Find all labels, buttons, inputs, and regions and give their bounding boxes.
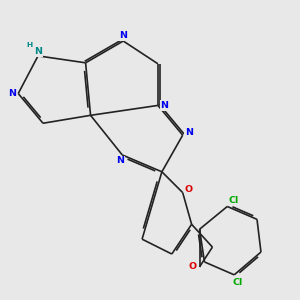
Text: O: O — [189, 262, 197, 272]
Text: Cl: Cl — [229, 196, 239, 205]
Text: N: N — [160, 101, 169, 110]
Text: N: N — [34, 47, 42, 56]
Text: N: N — [119, 31, 127, 40]
Text: H: H — [27, 43, 33, 49]
Text: N: N — [8, 89, 16, 98]
Text: N: N — [185, 128, 193, 137]
Text: O: O — [184, 185, 193, 194]
Text: N: N — [116, 156, 124, 165]
Text: Cl: Cl — [232, 278, 242, 287]
